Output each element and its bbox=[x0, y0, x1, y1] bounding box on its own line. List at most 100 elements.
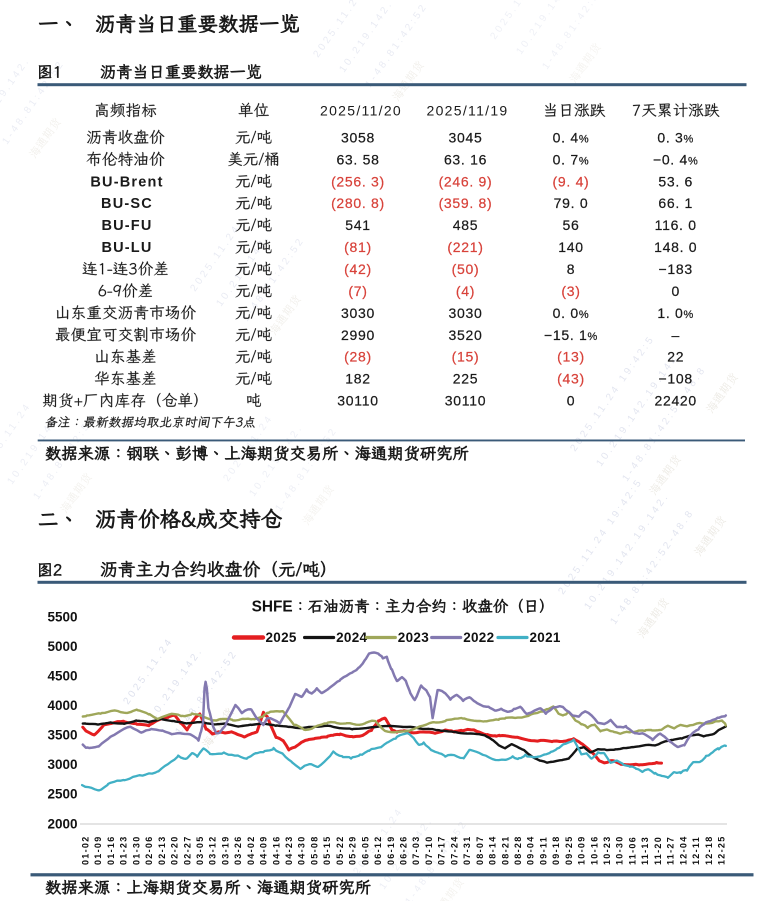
svg-text:22420: 22420 bbox=[654, 393, 696, 409]
svg-text:01-30: 01-30 bbox=[131, 835, 141, 865]
svg-text:(280. 8): (280. 8) bbox=[331, 195, 385, 211]
svg-text:04-09: 04-09 bbox=[259, 835, 269, 865]
svg-text:2000: 2000 bbox=[47, 816, 77, 831]
svg-text:0: 0 bbox=[671, 283, 680, 299]
svg-text:5500: 5500 bbox=[47, 610, 77, 625]
svg-text:2025/11/19: 2025/11/19 bbox=[426, 102, 508, 118]
svg-text:79. 0: 79. 0 bbox=[554, 195, 589, 211]
svg-text:(28): (28) bbox=[344, 349, 372, 365]
svg-text:(15): (15) bbox=[452, 349, 480, 365]
svg-text:0. 7%: 0. 7% bbox=[553, 151, 590, 167]
svg-text:05-29: 05-29 bbox=[348, 835, 358, 865]
svg-text:4500: 4500 bbox=[47, 669, 77, 684]
svg-text:116. 0: 116. 0 bbox=[655, 217, 697, 233]
svg-text:56: 56 bbox=[563, 217, 580, 233]
svg-text:2024: 2024 bbox=[336, 630, 367, 645]
svg-text:3520: 3520 bbox=[449, 327, 483, 343]
svg-text:3058: 3058 bbox=[341, 129, 375, 145]
svg-text:0. 0%: 0. 0% bbox=[553, 305, 590, 321]
svg-text:10-30: 10-30 bbox=[615, 835, 625, 865]
svg-text:01-16: 01-16 bbox=[106, 835, 116, 865]
svg-text:2023: 2023 bbox=[398, 630, 429, 645]
svg-text:66. 1: 66. 1 bbox=[658, 195, 693, 211]
svg-text:2025: 2025 bbox=[266, 630, 297, 645]
svg-text:1. 0%: 1. 0% bbox=[657, 305, 694, 321]
svg-text:0: 0 bbox=[567, 393, 576, 409]
svg-text:30110: 30110 bbox=[337, 393, 378, 409]
svg-text:BU-FU: BU-FU bbox=[101, 218, 152, 234]
svg-text:09-18: 09-18 bbox=[551, 835, 561, 865]
svg-text:2022: 2022 bbox=[463, 630, 494, 645]
svg-text:09-25: 09-25 bbox=[564, 835, 574, 865]
svg-text:BU-LU: BU-LU bbox=[101, 240, 152, 256]
svg-text:(7): (7) bbox=[348, 283, 367, 299]
svg-text:148. 0: 148. 0 bbox=[654, 239, 697, 255]
svg-text:(9. 4): (9. 4) bbox=[553, 173, 590, 189]
svg-text:182: 182 bbox=[345, 371, 370, 387]
svg-text:SHFE: SHFE bbox=[252, 599, 293, 616]
svg-text:4000: 4000 bbox=[47, 698, 77, 713]
svg-text:22: 22 bbox=[667, 349, 684, 365]
svg-text:06-05: 06-05 bbox=[360, 835, 370, 865]
svg-text:2021: 2021 bbox=[530, 630, 561, 645]
svg-text:07-31: 07-31 bbox=[462, 835, 472, 865]
svg-text:07-10: 07-10 bbox=[424, 835, 434, 865]
svg-text:01-23: 01-23 bbox=[119, 835, 129, 865]
svg-text:(359. 8): (359. 8) bbox=[439, 195, 493, 211]
svg-text:08-14: 08-14 bbox=[488, 835, 498, 865]
svg-text:01-09: 01-09 bbox=[93, 835, 103, 865]
svg-text:08-21: 08-21 bbox=[500, 835, 510, 865]
svg-text:−0. 4%: −0. 4% bbox=[653, 151, 699, 167]
svg-text:3500: 3500 bbox=[47, 728, 77, 743]
svg-text:12-18: 12-18 bbox=[704, 835, 714, 865]
svg-text:07-17: 07-17 bbox=[437, 835, 447, 865]
svg-text:(3): (3) bbox=[561, 283, 580, 299]
svg-text:10-23: 10-23 bbox=[602, 835, 612, 865]
svg-text:10-09: 10-09 bbox=[577, 835, 587, 865]
svg-text:541: 541 bbox=[345, 217, 370, 233]
svg-text:2990: 2990 bbox=[341, 327, 375, 343]
svg-text:03-05: 03-05 bbox=[195, 835, 205, 865]
svg-text:2025/11/20: 2025/11/20 bbox=[320, 102, 402, 118]
svg-text:04-30: 04-30 bbox=[297, 835, 307, 865]
svg-text:04-16: 04-16 bbox=[271, 835, 281, 865]
svg-text:3000: 3000 bbox=[47, 757, 77, 772]
svg-text:(221): (221) bbox=[447, 239, 483, 255]
svg-text:8: 8 bbox=[567, 261, 576, 277]
svg-text:(42): (42) bbox=[344, 261, 372, 277]
svg-text:(81): (81) bbox=[344, 239, 372, 255]
svg-text:06-12: 06-12 bbox=[373, 835, 383, 865]
svg-text:05-08: 05-08 bbox=[310, 835, 320, 865]
svg-text:09-11: 09-11 bbox=[538, 836, 548, 865]
svg-text:06-26: 06-26 bbox=[399, 835, 409, 865]
svg-text:(256. 3): (256. 3) bbox=[331, 173, 385, 189]
svg-text:11-13: 11-13 bbox=[640, 836, 650, 865]
svg-text:04-23: 04-23 bbox=[284, 835, 294, 865]
svg-text:−15. 1%: −15. 1% bbox=[544, 327, 598, 343]
svg-text:12-04: 12-04 bbox=[678, 835, 688, 865]
svg-text:−183: −183 bbox=[659, 261, 693, 277]
svg-text:05-15: 05-15 bbox=[322, 835, 332, 865]
svg-text:11-06: 11-06 bbox=[628, 836, 638, 865]
svg-text:BU-SC: BU-SC bbox=[101, 196, 153, 212]
svg-text:0. 4%: 0. 4% bbox=[553, 129, 590, 145]
svg-text:3045: 3045 bbox=[449, 129, 483, 145]
svg-text:63. 58: 63. 58 bbox=[336, 151, 379, 167]
svg-text:02-20: 02-20 bbox=[170, 835, 180, 865]
svg-text:02-06: 02-06 bbox=[144, 835, 154, 865]
svg-text:11-20: 11-20 bbox=[653, 836, 663, 865]
svg-text:11-27: 11-27 bbox=[666, 836, 676, 865]
svg-text:03-26: 03-26 bbox=[233, 835, 243, 865]
svg-text:12-25: 12-25 bbox=[717, 835, 727, 865]
svg-text:3030: 3030 bbox=[341, 305, 375, 321]
svg-text:05-22: 05-22 bbox=[335, 835, 345, 865]
svg-text:53. 6: 53. 6 bbox=[658, 173, 693, 189]
svg-text:−108: −108 bbox=[659, 371, 693, 387]
svg-text:01-02: 01-02 bbox=[81, 835, 91, 865]
svg-text:07-03: 07-03 bbox=[411, 835, 421, 865]
svg-text:08-07: 08-07 bbox=[475, 835, 485, 865]
svg-text:BU-Brent: BU-Brent bbox=[90, 174, 163, 190]
svg-text:02-27: 02-27 bbox=[182, 835, 192, 865]
svg-text:(246. 9): (246. 9) bbox=[439, 173, 493, 189]
svg-text:(43): (43) bbox=[557, 371, 585, 387]
